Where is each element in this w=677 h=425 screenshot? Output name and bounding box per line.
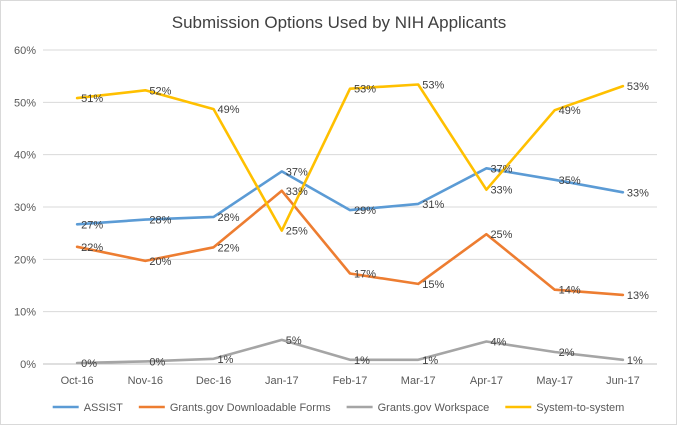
data-label: 31% [422, 199, 444, 211]
x-tick-label: Oct-16 [61, 375, 94, 387]
data-label: 2% [559, 347, 575, 359]
data-label: 49% [559, 105, 581, 117]
data-label: 35% [559, 175, 581, 187]
data-label: 0% [149, 356, 165, 368]
chart-title: Submission Options Used by NIH Applicant… [172, 13, 507, 32]
x-tick-label: Nov-16 [128, 375, 163, 387]
x-tick-label: Feb-17 [333, 375, 368, 387]
x-tick-label: May-17 [536, 375, 573, 387]
data-label: 53% [422, 80, 444, 92]
data-label: 49% [218, 104, 240, 116]
data-label: 13% [627, 290, 649, 302]
data-label: 28% [149, 215, 171, 227]
data-label: 53% [627, 81, 649, 93]
data-label: 4% [490, 336, 506, 348]
y-tick-label: 50% [14, 97, 36, 109]
data-label: 28% [218, 212, 240, 224]
x-axis-ticks: Oct-16 Nov-16 Dec-16 Jan-17 Feb-17 Mar-17 Apr-… [61, 375, 640, 387]
y-tick-label: 0% [20, 359, 36, 371]
series-lines [75, 83, 625, 365]
data-label: 25% [490, 229, 512, 241]
legend-label: Grants.gov Workspace [378, 402, 490, 414]
y-axis-ticks: 0% 10% 20% 30% 40% 50% 60% [14, 45, 36, 371]
data-label: 14% [559, 285, 581, 297]
data-label: 33% [490, 185, 512, 197]
data-label: 15% [422, 279, 444, 291]
data-label: 25% [286, 226, 308, 238]
data-label: 5% [286, 335, 302, 347]
data-label: 20% [149, 256, 171, 268]
data-label: 0% [81, 358, 97, 370]
data-label: 22% [81, 242, 103, 254]
y-tick-label: 60% [14, 45, 36, 57]
legend-label: System-to-system [536, 402, 624, 414]
x-tick-label: Mar-17 [401, 375, 436, 387]
gridlines [43, 49, 657, 365]
x-tick-label: Apr-17 [470, 375, 503, 387]
data-label: 29% [354, 205, 376, 217]
data-label: 37% [286, 166, 308, 178]
y-tick-label: 40% [14, 150, 36, 162]
legend-label: ASSIST [84, 402, 123, 414]
data-label: 1% [627, 355, 643, 367]
y-tick-label: 10% [14, 307, 36, 319]
data-label: 53% [354, 84, 376, 96]
x-tick-label: Jun-17 [606, 375, 640, 387]
series-line [75, 167, 625, 226]
x-tick-label: Dec-16 [196, 375, 231, 387]
data-label: 33% [286, 186, 308, 198]
data-label: 1% [422, 355, 438, 367]
legend-label: Grants.gov Downloadable Forms [170, 402, 331, 414]
data-label: 37% [490, 163, 512, 175]
series-line [75, 83, 625, 232]
series-line [75, 189, 625, 297]
y-tick-label: 20% [14, 254, 36, 266]
data-label: 1% [218, 354, 234, 366]
data-label: 22% [218, 242, 240, 254]
data-labels: 27% 28% 28% 37% 29% 31% 37% 35% 33% 22% 20% 22% 33% 1… [81, 80, 649, 370]
data-label: 52% [149, 85, 171, 97]
series-line [75, 338, 625, 365]
y-tick-label: 30% [14, 202, 36, 214]
x-tick-label: Jan-17 [265, 375, 299, 387]
data-label: 1% [354, 355, 370, 367]
data-label: 27% [81, 219, 103, 231]
data-label: 17% [354, 268, 376, 280]
data-label: 33% [627, 187, 649, 199]
data-label: 51% [81, 93, 103, 105]
legend: ASSIST Grants.gov Downloadable Forms Grant… [52, 402, 624, 414]
